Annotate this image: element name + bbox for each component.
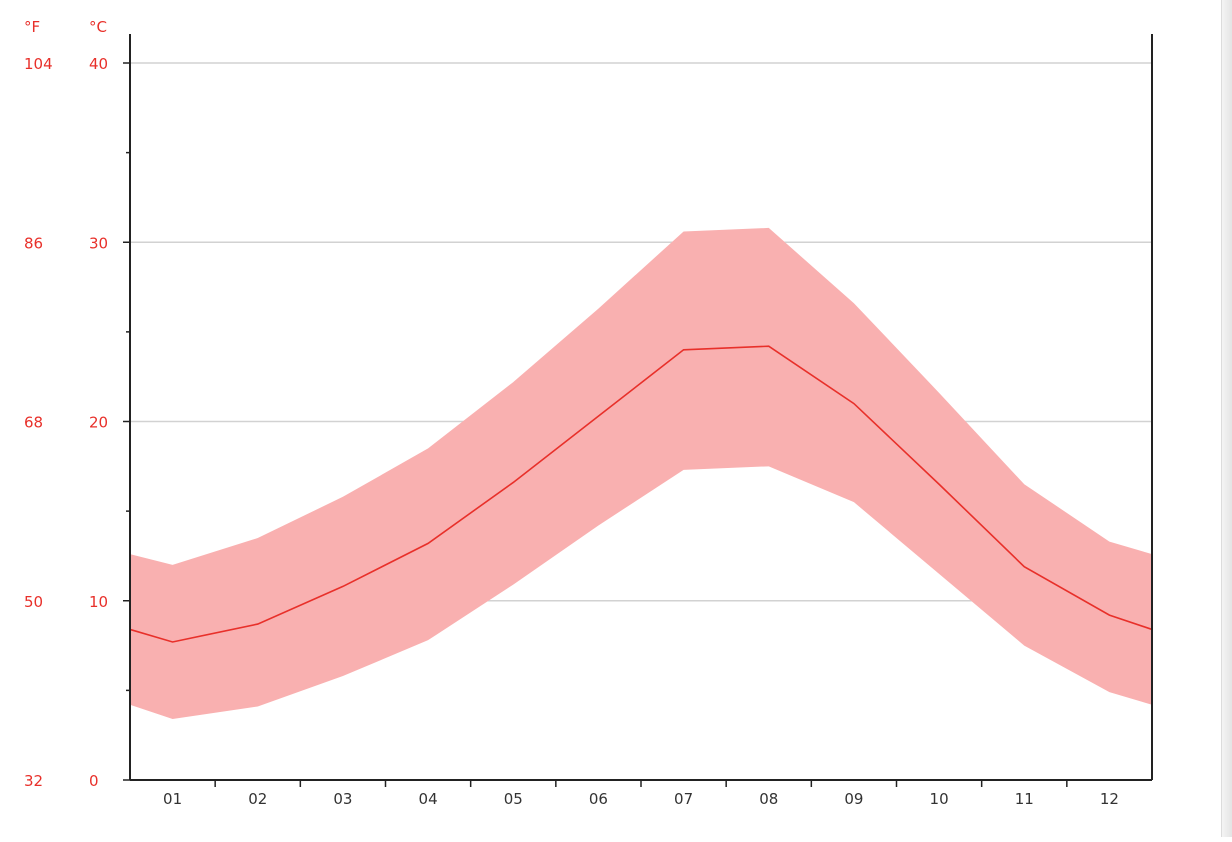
ytick-fahrenheit-label: 104 — [24, 55, 53, 73]
xtick-label-11: 11 — [1015, 790, 1034, 808]
celsius-unit-label: °C — [89, 18, 107, 36]
xtick-label-05: 05 — [504, 790, 523, 808]
axes-layer — [123, 34, 1153, 787]
x-tick-labels: 01 02 03 04 05 06 07 08 09 10 11 12 — [163, 790, 1119, 808]
xtick-label-10: 10 — [930, 790, 949, 808]
xtick-label-03: 03 — [333, 790, 352, 808]
xtick-label-06: 06 — [589, 790, 608, 808]
temperature-range-band — [130, 227, 1152, 720]
ytick-celsius-label: 30 — [89, 234, 108, 252]
ytick-fahrenheit-label: 68 — [24, 414, 43, 432]
ytick-fahrenheit-label: 32 — [24, 772, 43, 790]
xtick-label-01: 01 — [163, 790, 182, 808]
mean-temperature-line — [129, 345, 1153, 643]
fahrenheit-unit-label: °F — [24, 18, 40, 36]
xtick-label-09: 09 — [844, 790, 863, 808]
ytick-celsius-label: 0 — [89, 772, 99, 790]
ytick-fahrenheit-label: 50 — [24, 593, 43, 611]
ytick-celsius-label: 10 — [89, 593, 108, 611]
xtick-label-12: 12 — [1100, 790, 1119, 808]
xtick-label-07: 07 — [674, 790, 693, 808]
ytick-celsius-label: 40 — [89, 55, 108, 73]
xtick-label-02: 02 — [248, 790, 267, 808]
xtick-label-04: 04 — [419, 790, 438, 808]
y-tick-labels: 32 0 50 10 68 20 86 30 104 40 — [24, 55, 108, 790]
page-edge — [1221, 0, 1232, 837]
ytick-fahrenheit-label: 86 — [24, 234, 43, 252]
ytick-celsius-label: 20 — [89, 414, 108, 432]
xtick-label-08: 08 — [759, 790, 778, 808]
